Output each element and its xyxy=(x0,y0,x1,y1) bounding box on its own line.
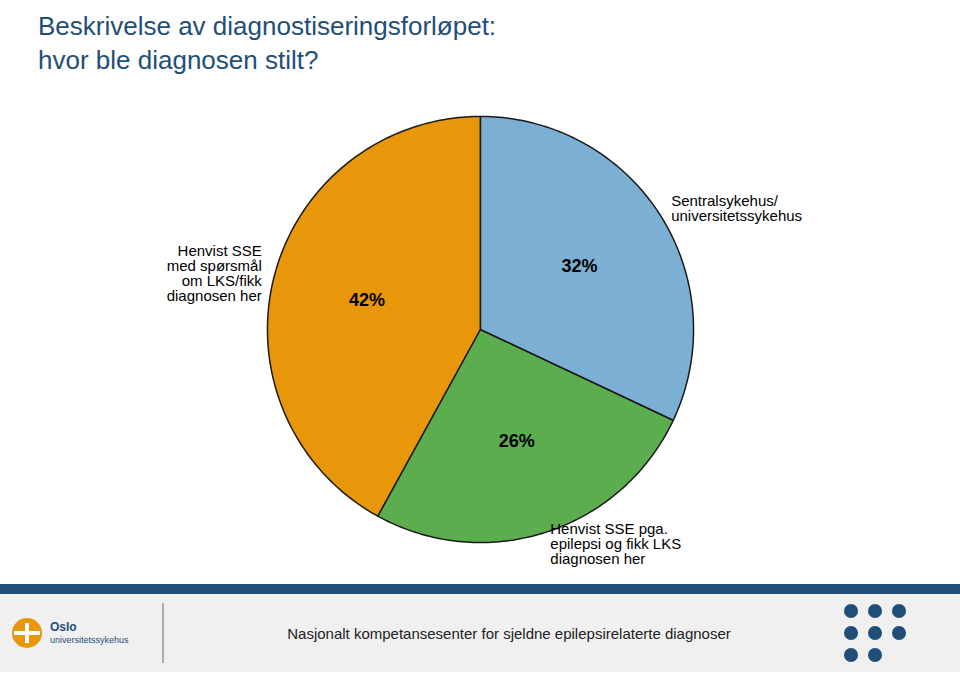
svg-text:Sentralsykehus/universitetssyk: Sentralsykehus/universitetssykehus xyxy=(671,192,802,224)
html-text:Nasjonalt kompetansesenter for: Nasjonalt kompetansesenter for sjeldne e… xyxy=(287,624,731,642)
svg-text:42%: 42% xyxy=(349,290,385,310)
html-text:universitetssykehus: universitetssykehus xyxy=(50,634,129,645)
svg-text:26%: 26% xyxy=(499,431,535,451)
html-text:Oslo: Oslo xyxy=(50,620,77,635)
svg-text:Henvist SSE pga.epilepsi og fi: Henvist SSE pga.epilepsi og fikk LKSdiag… xyxy=(550,520,681,567)
svg-text:32%: 32% xyxy=(561,256,597,276)
html-text:Beskrivelse av diagnostisering: Beskrivelse av diagnostiseringsforløpet:… xyxy=(38,11,497,75)
svg-text:Henvist SSEmed spørsmålom LKS/: Henvist SSEmed spørsmålom LKS/fikkdiagno… xyxy=(167,242,263,304)
